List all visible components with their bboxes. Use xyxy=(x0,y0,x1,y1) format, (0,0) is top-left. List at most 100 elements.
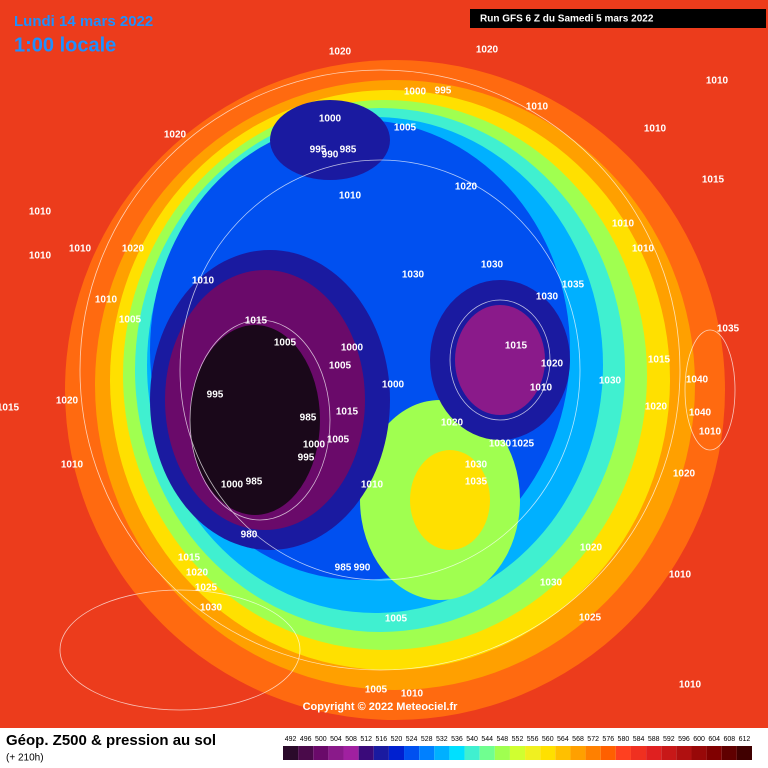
isobar-label: 1015 xyxy=(702,175,725,186)
colorbar-swatch xyxy=(661,746,677,760)
colorbar-label: 580 xyxy=(618,736,630,743)
isobar-label: 1035 xyxy=(562,280,585,291)
colorbar-swatch xyxy=(343,746,359,760)
colorbar-label: 520 xyxy=(391,736,403,743)
isobar-label: 1030 xyxy=(599,376,622,387)
colorbar-label: 612 xyxy=(739,736,751,743)
isobar-label: 1000 xyxy=(404,87,427,98)
isobar-label: 1010 xyxy=(632,244,655,255)
isobar-label: 995 xyxy=(207,390,224,401)
colorbar-label: 588 xyxy=(648,736,660,743)
colorbar-label: 548 xyxy=(497,736,509,743)
date: Lundi 14 mars 2022 xyxy=(14,13,153,30)
colorbar-label: 560 xyxy=(542,736,554,743)
isobar-label: 1020 xyxy=(56,396,79,407)
colorbar-label: 512 xyxy=(360,736,372,743)
colorbar-swatch xyxy=(509,746,526,760)
colorbar-label: 552 xyxy=(512,736,524,743)
colorbar-swatch xyxy=(388,746,405,760)
colorbar-swatch xyxy=(706,746,722,760)
isobar-label: 1010 xyxy=(29,251,52,262)
isobar-label: 1025 xyxy=(195,583,218,594)
colorbar-swatch xyxy=(600,746,616,760)
isobar-label: 990 xyxy=(322,150,339,161)
isobar-label: 1015 xyxy=(336,407,359,418)
isobar-label: 1005 xyxy=(119,315,142,326)
local-time: 1:00 locale xyxy=(14,34,116,56)
isobar-label: 1010 xyxy=(679,680,702,691)
colorbar-label: 496 xyxy=(300,736,312,743)
colorbar-swatch xyxy=(449,746,465,760)
zone xyxy=(455,305,545,415)
colorbar-label: 584 xyxy=(633,736,645,743)
isobar-label: 1020 xyxy=(455,182,478,193)
zone xyxy=(190,325,320,515)
isobar-label: 1010 xyxy=(612,219,635,230)
colorbar-swatch xyxy=(555,746,571,760)
colorbar-label: 516 xyxy=(375,736,387,743)
isobar-label: 1005 xyxy=(327,435,350,446)
isobar-label: 1015 xyxy=(178,553,201,564)
colorbar-swatch xyxy=(646,746,662,760)
isobar-label: 1010 xyxy=(644,124,667,135)
colorbar-swatch xyxy=(313,746,329,760)
isobar-label: 1010 xyxy=(61,460,84,471)
isobar-label: 1020 xyxy=(541,359,564,370)
isobar-label: 1035 xyxy=(717,324,740,335)
isobar-label: 1000 xyxy=(382,380,405,391)
isobar-label: 1010 xyxy=(706,76,729,87)
colorbar-swatch xyxy=(570,746,586,760)
isobar-label: 1030 xyxy=(540,578,563,589)
isobars xyxy=(59,69,736,711)
isobar-label: 1015 xyxy=(0,403,20,414)
isobar-label: 1005 xyxy=(385,614,408,625)
run-box xyxy=(470,9,766,28)
colorbar-label: 572 xyxy=(587,736,599,743)
colorbar-label: 596 xyxy=(678,736,690,743)
colorbar-label: 592 xyxy=(663,736,675,743)
isobar-label: 1020 xyxy=(164,130,187,141)
colorbar-label: 500 xyxy=(315,736,327,743)
footer-lead: (+ 210h) xyxy=(6,753,44,764)
isobar-labels: 1020995100010201010101010101020100010059… xyxy=(0,45,740,700)
colorbar-label: 504 xyxy=(330,736,342,743)
isobar-label: 1010 xyxy=(339,191,362,202)
colorbar-label: 544 xyxy=(481,736,493,743)
colorbar-swatch xyxy=(585,746,601,760)
isobar-label: 1000 xyxy=(319,114,342,125)
colorbar-swatch xyxy=(479,746,495,760)
isobar-label: 1010 xyxy=(95,295,118,306)
colorbar-swatch xyxy=(736,746,752,760)
colorbar-label: 568 xyxy=(572,736,584,743)
isobar-label: 1010 xyxy=(530,383,553,394)
isobar-label: 1020 xyxy=(329,47,352,58)
isobar-label: 1035 xyxy=(465,477,488,488)
colorbar-swatch xyxy=(525,746,541,760)
colorbar-swatch xyxy=(419,746,435,760)
isobar-label: 1000 xyxy=(341,343,364,354)
zone xyxy=(270,100,390,180)
isobar-label: 985 xyxy=(300,413,317,424)
colorbar-label: 608 xyxy=(723,736,735,743)
isobar-label: 1025 xyxy=(579,613,602,624)
colorbar-label: 604 xyxy=(708,736,720,743)
isobar-label: 1010 xyxy=(699,427,722,438)
colorbar-swatch xyxy=(434,746,450,760)
isobar-label: 990 xyxy=(354,563,371,574)
colorbar-swatch xyxy=(298,746,314,760)
isobar-label: 995 xyxy=(435,86,452,97)
colorbar-swatch xyxy=(328,746,344,760)
isobar-label: 1015 xyxy=(648,355,671,366)
copyright: Copyright © 2022 Meteociel.fr xyxy=(303,701,459,713)
isobar-label: 1000 xyxy=(221,480,244,491)
colorbar-label: 492 xyxy=(285,736,297,743)
colorbar-swatch xyxy=(630,746,647,760)
isobar-label: 1020 xyxy=(645,402,668,413)
isobar-label: 995 xyxy=(310,145,327,156)
isobar-label: 1000 xyxy=(303,440,326,451)
colorbar-swatch xyxy=(615,746,631,760)
isobar-label: 1030 xyxy=(465,460,488,471)
isobar-label: 985 xyxy=(340,145,357,156)
isobar-label: 1020 xyxy=(476,45,499,56)
